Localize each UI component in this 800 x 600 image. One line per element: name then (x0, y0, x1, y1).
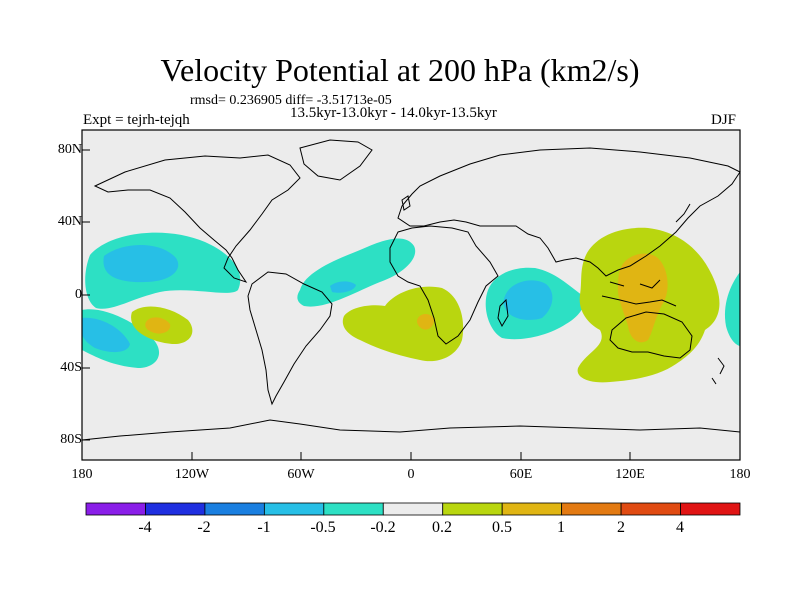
anomaly-central-north-pacific-core (103, 245, 179, 283)
colorbar-box (323, 502, 384, 516)
colorbar-box (85, 502, 146, 516)
colorbar-box (442, 502, 503, 516)
season-label: DJF (711, 112, 737, 128)
anomaly-tropical-atlantic-negative (297, 238, 416, 307)
colorbar-box (145, 502, 206, 516)
y-label-80s: 80S (60, 432, 82, 447)
coastline-south-america (247, 271, 333, 406)
x-label-60w: 60W (287, 467, 315, 482)
anomaly-south-atlantic-core (417, 314, 434, 330)
colorbar-label: -0.5 (310, 519, 336, 536)
period-line: 13.5kyr-13.0kyr - 14.0kyr-13.5kyr (290, 105, 497, 121)
experiment-label: Expt = tejrh-tejqh (83, 112, 190, 128)
coastline-japan (675, 203, 691, 223)
colorbar-label: 0.5 (492, 519, 512, 536)
coastline-greenland (299, 139, 373, 181)
x-label-180e: 180 (729, 467, 751, 482)
coastline-north-america (93, 154, 301, 283)
colorbar-box (561, 502, 622, 516)
colorbar (85, 502, 741, 516)
x-axis-ticks (81, 452, 741, 460)
y-label-0: 0 (75, 287, 82, 302)
colorbar-label: -1 (257, 519, 271, 536)
colorbar-box (382, 502, 444, 516)
colorbar-label: -0.2 (370, 519, 396, 536)
coastline-eurasia (397, 147, 741, 277)
y-axis-ticks (82, 149, 90, 441)
colorbar-box (680, 502, 741, 516)
anomaly-indian-ocean-core (503, 280, 553, 320)
colorbar-label: 2 (617, 519, 625, 536)
x-label-120e: 120E (615, 467, 645, 482)
x-label-0: 0 (407, 467, 415, 482)
coastlines (81, 139, 741, 441)
colorbar-box (263, 502, 325, 516)
anomaly-south-pacific-positive-core (145, 317, 171, 334)
coastline-australia (609, 311, 693, 359)
anomaly-south-atlantic-positive (342, 286, 464, 362)
colorbar-label: -4 (138, 519, 152, 536)
y-label-40n: 40N (57, 214, 82, 229)
coastline-antarctica (81, 419, 741, 441)
coastline-new-zealand (711, 357, 725, 385)
coastline-uk (401, 195, 411, 211)
colorbar-label: 4 (676, 519, 684, 536)
colorbar-label: 1 (557, 519, 565, 536)
figure-title: Velocity Potential at 200 hPa (km2/s) (160, 52, 640, 88)
y-label-80n: 80N (57, 142, 82, 157)
x-label-120w: 120W (174, 467, 210, 482)
colorbar-box (620, 502, 681, 516)
anomaly-maritime-continent-core (618, 253, 668, 343)
anomaly-date-line-negative (724, 272, 740, 346)
x-label-60e: 60E (509, 467, 533, 482)
coastline-indonesia (601, 279, 677, 307)
rmsd-diff-line: rmsd= 0.236905 diff= -3.51713e-05 (190, 93, 392, 108)
colorbar-label: -2 (197, 519, 211, 536)
colorbar-box (501, 502, 563, 516)
coastline-africa (389, 225, 499, 345)
colorbar-box (204, 502, 265, 516)
x-label-180w: 180 (71, 467, 93, 482)
anomaly-tropical-atlantic-core (330, 281, 356, 293)
y-label-40s: 40S (60, 360, 82, 375)
coastline-madagascar (497, 298, 509, 328)
anomaly-south-pacific-core (82, 317, 130, 353)
colorbar-label: 0.2 (432, 519, 452, 536)
